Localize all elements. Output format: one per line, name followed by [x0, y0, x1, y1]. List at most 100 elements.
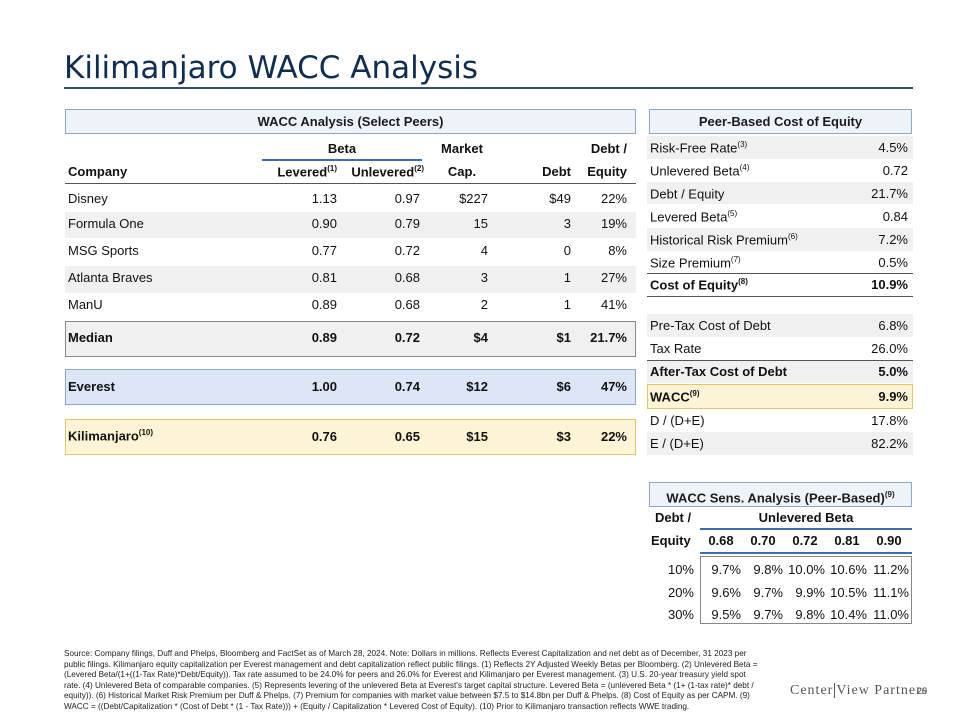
debt-header: Debt — [542, 164, 571, 179]
page-title: Kilimanjaro WACC Analysis — [64, 50, 478, 86]
sens-row-label: 30% — [667, 607, 694, 622]
sens-cell: 10.5% — [830, 585, 867, 600]
peer-company: Formula One — [68, 216, 144, 231]
e-de-label: E / (D+E) — [650, 436, 704, 451]
sens-cell: 9.6% — [711, 585, 741, 600]
row-band — [647, 432, 913, 455]
taxrate-label: Tax Rate — [650, 341, 702, 356]
sens-cell: 9.8% — [753, 562, 783, 577]
peer-unlevered: 0.68 — [394, 270, 420, 285]
taxrate-value: 26.0% — [871, 341, 908, 356]
coe-label: Levered Beta(5) — [650, 209, 738, 225]
peers-banner: WACC Analysis (Select Peers) — [65, 109, 636, 134]
peer-company: ManU — [68, 297, 103, 312]
sens-row-header-bottom: Equity — [651, 533, 691, 548]
peer-de: 41% — [600, 297, 627, 312]
sens-row-label: 20% — [667, 585, 694, 600]
kilimanjaro-box — [65, 419, 636, 455]
sens-col-header: 0.90 — [876, 533, 902, 548]
beta-group-header: Beta — [327, 141, 357, 156]
peer-debt: 3 — [563, 216, 571, 231]
peer-cap: 4 — [480, 243, 488, 258]
coe-value: 21.7% — [871, 186, 908, 201]
median-de: 21.7% — [590, 330, 627, 345]
coe-value: 0.84 — [882, 209, 908, 224]
peer-de: 27% — [600, 270, 627, 285]
coe-value: 7.2% — [878, 232, 908, 247]
peer-levered: 0.77 — [311, 243, 337, 258]
aftertax-rule — [647, 360, 913, 361]
aftertax-label: After-Tax Cost of Debt — [650, 364, 787, 379]
row-band — [647, 182, 913, 204]
peer-debt: $49 — [549, 191, 571, 206]
peer-cap: $227 — [459, 191, 488, 206]
sens-col-header: 0.70 — [750, 533, 776, 548]
wacc-box — [647, 384, 913, 409]
row-band — [647, 228, 913, 251]
sens-cell: 11.1% — [873, 585, 909, 600]
coe-total-rule-bottom — [647, 296, 913, 297]
wacc-label: WACC(9) — [650, 389, 700, 405]
sens-header-rule — [700, 552, 912, 554]
coe-value: 4.5% — [878, 140, 908, 155]
pretax-value: 6.8% — [878, 318, 908, 333]
peer-company: Atlanta Braves — [68, 270, 153, 285]
sens-col-header: 0.72 — [792, 533, 818, 548]
everest-cap: $12 — [466, 379, 488, 394]
row-band — [647, 361, 913, 383]
coe-label: Historical Risk Premium(6) — [650, 232, 798, 248]
sens-col-header: 0.68 — [708, 533, 734, 548]
aftertax-value: 5.0% — [878, 364, 908, 379]
peer-company: MSG Sports — [68, 243, 139, 258]
kilimanjaro-unlevered: 0.65 — [394, 429, 420, 444]
peer-debt: 1 — [563, 297, 571, 312]
peer-debt: 1 — [563, 270, 571, 285]
row-band — [647, 314, 913, 337]
kilimanjaro-company: Kilimanjaro(10) — [68, 428, 154, 444]
coe-value: 0.72 — [882, 163, 908, 178]
peers-header-rule — [65, 183, 636, 184]
everest-levered: 1.00 — [311, 379, 337, 394]
company-header: Company — [68, 164, 128, 179]
median-levered: 0.89 — [311, 330, 337, 345]
coe-label: Risk-Free Rate(3) — [650, 140, 748, 156]
peer-levered: 0.81 — [311, 270, 337, 285]
sens-grid-box — [700, 556, 912, 624]
sens-col-group: Unlevered Beta — [758, 510, 854, 525]
sens-cell: 10.4% — [830, 607, 867, 622]
sens-row-header-top: Debt / — [655, 510, 692, 525]
kilimanjaro-de: 22% — [600, 429, 627, 444]
equity-header: Equity — [587, 164, 627, 179]
sens-cell: 9.8% — [795, 607, 825, 622]
coe-label: Debt / Equity — [650, 186, 725, 202]
company-logo: Center View Partners — [790, 683, 929, 698]
page-number: 20 — [917, 686, 928, 696]
row-band — [647, 136, 913, 159]
sens-cell: 11.0% — [873, 607, 909, 622]
peer-levered: 0.89 — [311, 297, 337, 312]
sens-cell: 9.7% — [711, 562, 741, 577]
everest-debt: $6 — [556, 379, 571, 394]
peer-cap: 15 — [473, 216, 488, 231]
sens-col-header: 0.81 — [834, 533, 860, 548]
peer-de: 22% — [600, 191, 627, 206]
peer-company: Disney — [68, 191, 108, 206]
beta-group-rule — [262, 159, 422, 161]
sens-banner: WACC Sens. Analysis (Peer-Based)(9) — [649, 482, 912, 507]
row-band — [65, 212, 636, 238]
coe-total-value: 10.9% — [871, 277, 908, 292]
peer-de: 19% — [600, 216, 627, 231]
sens-cell: 9.7% — [753, 585, 783, 600]
everest-unlevered: 0.74 — [394, 379, 420, 394]
everest-box — [65, 369, 636, 405]
coe-banner: Peer-Based Cost of Equity — [649, 109, 912, 134]
sens-cell: 9.7% — [753, 607, 783, 622]
peer-unlevered: 0.72 — [394, 243, 420, 258]
sens-cell: 9.9% — [795, 585, 825, 600]
levered-header: Levered(1) — [277, 164, 337, 180]
peer-de: 8% — [608, 243, 627, 258]
sens-cell: 9.5% — [711, 607, 741, 622]
peer-levered: 1.13 — [311, 191, 337, 206]
median-debt: $1 — [556, 330, 571, 345]
title-divider — [64, 87, 913, 89]
